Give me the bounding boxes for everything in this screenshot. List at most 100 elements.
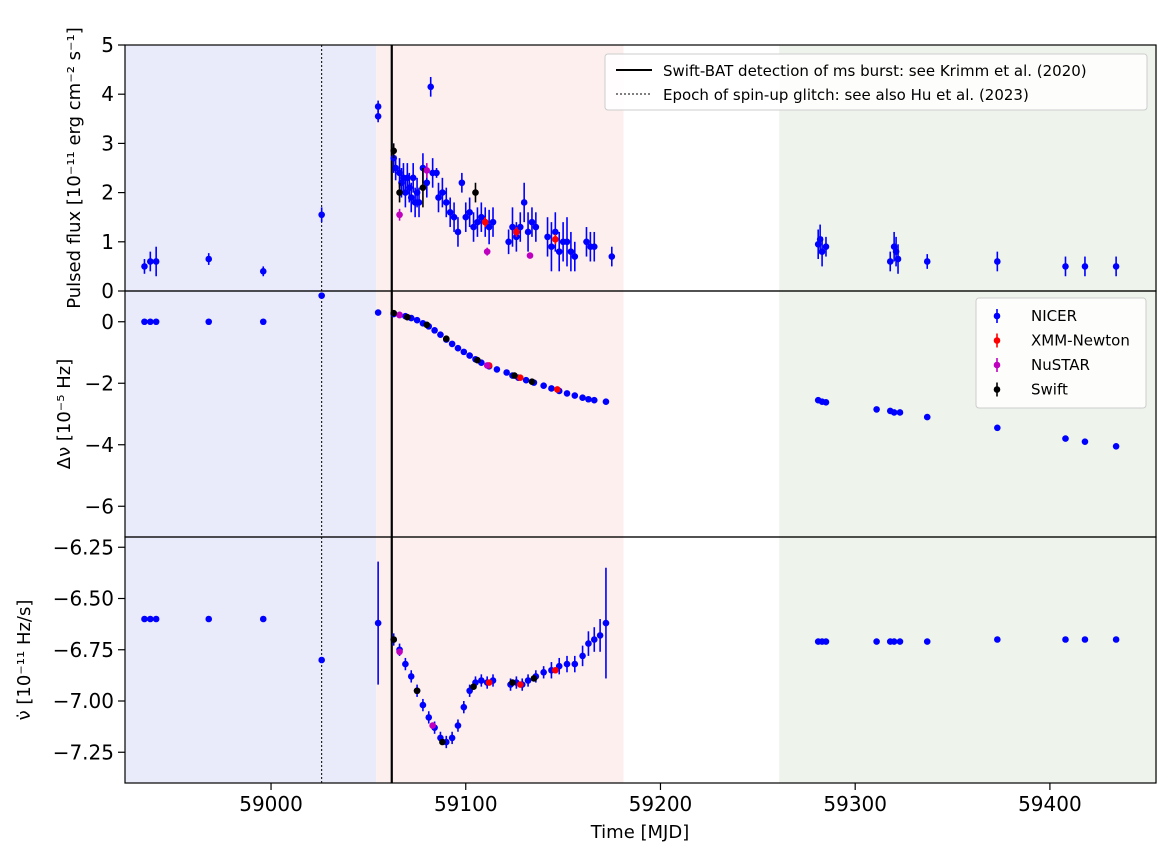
data-point-nicer [1081,263,1089,270]
data-point-swift [404,313,411,321]
data-point-nicer [1062,435,1069,442]
data-point-swift [509,679,516,686]
data-point-nicer [608,253,616,260]
y-tick-label-flux: 1 [101,230,114,254]
data-point-nicer [478,213,485,221]
data-point-nicer [427,83,435,91]
panel-frame-nudot [124,536,1157,784]
data-point-xmm-newton [513,228,520,236]
data-point-swift [390,147,398,155]
data-point-nicer [890,638,898,645]
y-tick-label-dnu: 0 [101,310,114,334]
data-point-nicer [318,656,325,664]
data-point-nicer [994,258,1001,265]
data-point-nicer [590,396,598,404]
data-point-nicer [413,316,421,324]
shaded-region-0 [125,45,377,783]
data-point-nicer [431,327,438,334]
data-point-nicer [423,179,431,187]
data-point-nicer [585,640,592,647]
data-point-nicer [458,179,466,187]
legend-glitch-label: Epoch of spin-up glitch: see also Hu et … [663,86,1029,104]
legend-box [604,53,1148,111]
data-point-nicer [896,638,904,645]
data-point-nustar [396,311,403,319]
data-point-nicer [822,399,830,406]
data-point-nicer [460,348,468,356]
data-point-nicer [563,238,571,246]
legend-marker-swift [993,386,1001,393]
data-point-nicer [450,213,458,221]
data-point-nicer [1112,442,1120,450]
legend-label-swift: Swift [1031,381,1068,399]
data-point-swift [423,321,431,329]
data-point-swift [390,309,398,317]
y-axis-label-flux: Pulsed flux [10⁻¹¹ erg cm⁻² s⁻¹] [64,27,85,309]
data-point-nustar [423,167,431,174]
data-point-nicer [509,223,516,231]
x-tick-label: 59000 [239,792,303,816]
data-point-nustar [396,211,403,219]
data-point-nicer [454,344,462,352]
data-point-nicer [994,424,1001,432]
data-point-nustar [396,648,403,656]
data-point-nicer [407,194,415,201]
data-point-nustar [483,362,491,369]
axis-ticks: 0 1 2 3 4 5 −6 −4 −2 0 −7.25 −7.00 −6.75 −6.50 −6.25 59… [53,33,1082,816]
data-point-nicer [894,255,902,263]
data-point-nicer [470,223,477,231]
data-point-nicer [433,169,440,177]
data-point-nicer [1062,636,1069,643]
data-point-nicer [596,632,604,639]
data-point-nicer [579,652,586,660]
data-point-nicer [259,318,267,326]
data-point-swift [528,378,536,386]
y-tick-label-nudot: −7.25 [53,740,114,764]
data-point-nicer [478,677,485,684]
data-point-nicer [923,638,931,645]
data-point-nicer [374,113,382,120]
data-point-nicer [540,382,547,390]
x-tick-label: 59100 [434,792,498,816]
data-point-nicer [442,199,450,206]
data-point-nicer [602,619,610,627]
data-point-nicer [571,660,579,668]
data-point-nicer [374,103,382,110]
data-point-nicer [522,376,530,384]
data-point-nicer [516,223,524,231]
data-point-nicer [822,243,830,251]
data-point-nicer [415,199,423,206]
data-point-swift [439,738,446,746]
data-point-nicer [439,189,446,196]
panel-frames [124,44,1157,784]
data-point-swift [472,189,479,196]
data-point-nicer [532,223,540,231]
data-point-nustar [526,252,534,259]
data-point-nicer [374,309,382,316]
data-point-nicer [419,701,427,709]
data-point-nicer [579,394,586,402]
data-point-xmm-newton [516,681,524,688]
data-point-nicer [1112,636,1120,643]
y-axis-label-dnu: Δν [10⁻⁵ Hz] [54,359,75,469]
data-point-nicer [524,228,532,236]
data-point-nicer [402,660,409,668]
shaded-region-2 [779,45,1157,783]
data-point-nicer [493,366,501,373]
shaded-region-1 [376,45,624,783]
data-point-nicer [503,369,510,376]
data-point-nicer [822,638,830,645]
data-point-nicer [873,406,880,413]
data-point-nicer [448,734,456,742]
data-point-nicer [485,223,493,231]
data-point-nicer [205,615,213,623]
data-point-nicer [474,218,481,226]
data-point-xmm-newton [485,679,493,686]
x-tick-label: 59200 [629,792,693,816]
data-point-nicer [886,258,894,265]
data-point-nicer [448,340,456,348]
x-tick-label: 59300 [823,792,887,816]
data-point-nicer [890,409,898,416]
data-point-nicer [318,292,325,299]
